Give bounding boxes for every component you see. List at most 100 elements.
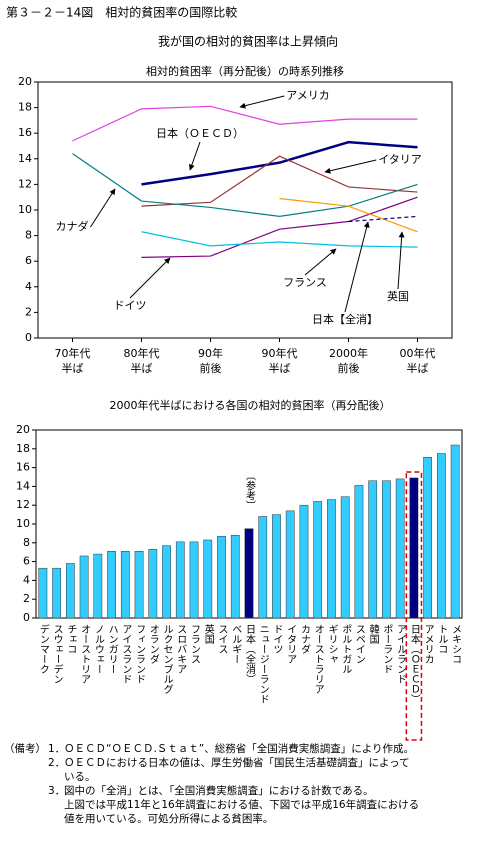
x-tick-label: オーストリア bbox=[79, 624, 90, 684]
legend-label: 日本【全消】 bbox=[312, 312, 378, 326]
notes-label: （備考） bbox=[4, 743, 46, 755]
bar bbox=[395, 478, 405, 619]
note-line: ＯＥＣＤにおける日本の値は、厚生労働省「国民生活基礎調査」によって bbox=[64, 757, 410, 769]
bar bbox=[203, 539, 213, 619]
y-tick-label: 2 bbox=[23, 592, 30, 605]
x-tick-label: ルクセンブルグ bbox=[161, 624, 173, 694]
series-line bbox=[141, 140, 418, 186]
x-tick-label: アイスランド bbox=[120, 624, 132, 684]
y-tick-label: 20 bbox=[16, 423, 30, 436]
x-tick-label: 日本（全消） bbox=[244, 624, 256, 684]
x-tick-label: ポルトガル bbox=[340, 624, 352, 674]
callout-arrow bbox=[188, 141, 201, 171]
y-tick-label: 8 bbox=[25, 229, 32, 242]
bar bbox=[423, 457, 433, 619]
bar bbox=[258, 516, 268, 619]
legend-label: カナダ bbox=[56, 219, 89, 233]
callout-arrow bbox=[90, 188, 116, 228]
y-tick-label: 6 bbox=[25, 254, 32, 267]
bar bbox=[450, 444, 460, 619]
highlight-box bbox=[405, 471, 423, 741]
note-line: いる。 bbox=[64, 771, 96, 783]
callout-arrow bbox=[304, 248, 337, 276]
x-tick-label: スイス bbox=[216, 624, 228, 654]
legend-label: イタリア bbox=[378, 153, 422, 166]
bar bbox=[382, 480, 391, 619]
y-tick-label: 14 bbox=[16, 479, 30, 492]
x-tick-label: フィンランド bbox=[134, 624, 145, 684]
bar bbox=[107, 551, 116, 619]
callout-arrow bbox=[239, 95, 285, 109]
y-tick-label: 10 bbox=[16, 517, 30, 530]
x-tick-label: 2000年 前後 bbox=[329, 347, 368, 375]
series-line bbox=[72, 105, 418, 142]
series-line bbox=[141, 155, 418, 207]
x-tick-label: 00年代 半ば bbox=[399, 347, 436, 375]
y-tick-label: 0 bbox=[23, 611, 30, 624]
x-tick-label: オランダ bbox=[147, 624, 159, 664]
bar bbox=[217, 535, 226, 619]
x-tick-label: カナダ bbox=[298, 624, 310, 654]
series-line bbox=[279, 197, 418, 233]
legend-label: ドイツ bbox=[114, 299, 147, 312]
y-tick-label: 0 bbox=[25, 331, 32, 344]
bar bbox=[244, 528, 254, 619]
legend-label: 英国 bbox=[387, 289, 409, 303]
x-tick-label: ノルウェー bbox=[92, 624, 104, 674]
chart-title: 2000年代半ばにおける各国の相対的貧困率（再分配後） bbox=[110, 398, 391, 412]
y-tick-label: 18 bbox=[16, 442, 30, 455]
bar bbox=[354, 485, 364, 619]
note-item: 2． ＯＥＣＤにおける日本の値は、厚生労働省「国民生活基礎調査」によって いる。 bbox=[48, 756, 410, 784]
callout-arrow bbox=[129, 257, 171, 299]
bar bbox=[148, 549, 158, 619]
y-tick-label: 6 bbox=[23, 555, 30, 568]
y-tick-label: 18 bbox=[18, 101, 32, 114]
note-line: ＯＥＣＤ“ＯＥＣＤ.Ｓｔａｔ”、総務省「全国消費実態調査」により作成。 bbox=[64, 743, 415, 755]
note-line: 値を用いている。可処分所得による貧困率。 bbox=[64, 813, 274, 825]
series-line bbox=[141, 231, 418, 248]
x-tick-label: 90年 前後 bbox=[198, 347, 223, 375]
chart-title: 相対的貧困率（再分配後）の時系列推移 bbox=[146, 64, 344, 78]
y-tick-label: 20 bbox=[18, 75, 32, 88]
callout-arrow bbox=[344, 221, 370, 313]
bar bbox=[272, 514, 281, 619]
legend-label: フランス bbox=[283, 276, 327, 289]
note-number: 1． bbox=[48, 743, 66, 755]
bar bbox=[299, 504, 309, 619]
x-tick-label: スロバキア bbox=[175, 624, 187, 674]
y-tick-label: 4 bbox=[25, 280, 32, 293]
x-tick-label: デンマーク bbox=[37, 623, 49, 674]
bar bbox=[437, 453, 446, 619]
y-tick-label: 16 bbox=[18, 126, 32, 139]
series-line bbox=[348, 215, 418, 223]
x-tick-label: イタリア bbox=[285, 624, 297, 664]
x-tick-label: ギリシャ bbox=[326, 624, 337, 664]
note-number: 3． bbox=[48, 785, 66, 797]
bar bbox=[38, 567, 48, 619]
x-tick-label: ニュージーランド bbox=[257, 624, 268, 704]
legend-label: 日本（ＯＥＣＤ） bbox=[156, 126, 244, 140]
bar bbox=[189, 541, 199, 619]
note-number: 2． bbox=[48, 757, 66, 769]
note-line: 図中の「全消」とは、「全国消費実態調査」における計数である。 bbox=[64, 785, 374, 797]
bar bbox=[175, 541, 185, 619]
x-tick-label: オーストラリア bbox=[312, 624, 323, 694]
annotation: 〔参考〕 bbox=[244, 471, 256, 511]
bar bbox=[285, 510, 295, 619]
x-tick-label: メキシコ bbox=[450, 624, 461, 664]
x-tick-label: スウェーデン bbox=[51, 624, 63, 684]
subtitle: 我が国の相対的貧困率は上昇傾向 bbox=[158, 34, 338, 49]
x-tick-label: 90年代 半ば bbox=[261, 347, 298, 375]
bar bbox=[368, 480, 378, 619]
note-item: 1． ＯＥＣＤ“ＯＥＣＤ.Ｓｔａｔ”、総務省「全国消費実態調査」により作成。 bbox=[48, 742, 414, 756]
y-tick-label: 16 bbox=[16, 461, 30, 474]
bar bbox=[120, 551, 130, 619]
series-line bbox=[141, 196, 418, 258]
bar bbox=[93, 553, 103, 619]
x-tick-label: スペイン bbox=[353, 624, 365, 664]
x-tick-label: ハンガリー bbox=[106, 624, 118, 674]
y-tick-label: 2 bbox=[25, 305, 32, 318]
x-tick-label: 80年代 半ば bbox=[123, 347, 160, 375]
x-tick-label: ベルギー bbox=[230, 624, 242, 664]
